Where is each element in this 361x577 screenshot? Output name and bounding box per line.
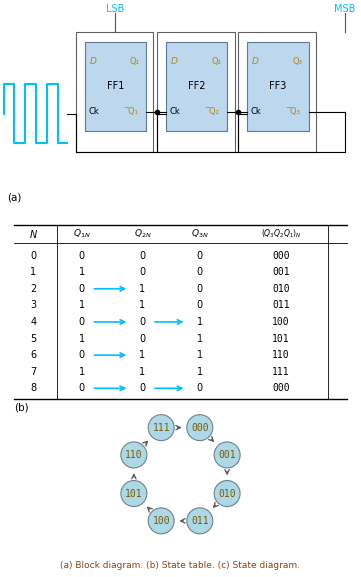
- Text: ̅Q₁: ̅Q₁: [128, 107, 138, 116]
- Text: 1: 1: [79, 301, 85, 310]
- Text: 110: 110: [272, 350, 290, 360]
- Text: $Q_{3N}$: $Q_{3N}$: [191, 227, 208, 240]
- Text: FF3: FF3: [269, 81, 287, 91]
- Text: 0: 0: [30, 250, 36, 261]
- Text: 0: 0: [79, 317, 85, 327]
- Text: FF1: FF1: [107, 81, 124, 91]
- Text: D: D: [90, 57, 96, 66]
- Circle shape: [148, 508, 174, 534]
- Text: 0: 0: [196, 383, 203, 394]
- Circle shape: [148, 415, 174, 441]
- Text: (a) Block diagram. (b) State table. (c) State diagram.: (a) Block diagram. (b) State table. (c) …: [61, 561, 300, 570]
- Text: 0: 0: [139, 334, 145, 343]
- Text: 1: 1: [196, 334, 203, 343]
- Bar: [85, 42, 146, 130]
- Bar: [157, 32, 235, 152]
- Text: 1: 1: [139, 284, 145, 294]
- Text: 001: 001: [218, 450, 236, 460]
- Bar: [238, 32, 316, 152]
- Text: 1: 1: [139, 301, 145, 310]
- Text: 000: 000: [191, 422, 209, 433]
- Text: 101: 101: [125, 489, 143, 499]
- Text: 8: 8: [30, 383, 36, 394]
- Text: 0: 0: [196, 267, 203, 277]
- Text: Q₂: Q₂: [211, 57, 221, 66]
- Text: Ck: Ck: [170, 107, 180, 116]
- Text: 1: 1: [79, 367, 85, 377]
- Text: 011: 011: [272, 301, 290, 310]
- Circle shape: [214, 481, 240, 507]
- Text: 010: 010: [218, 489, 236, 499]
- Text: 1: 1: [30, 267, 36, 277]
- Bar: [166, 42, 227, 130]
- Text: 5: 5: [30, 334, 36, 343]
- Text: 0: 0: [139, 267, 145, 277]
- Text: 1: 1: [196, 350, 203, 360]
- Text: 6: 6: [30, 350, 36, 360]
- Text: ̅Q₂: ̅Q₂: [209, 107, 219, 116]
- Text: FF2: FF2: [188, 81, 205, 91]
- Text: Ck: Ck: [88, 107, 99, 116]
- Text: 001: 001: [272, 267, 290, 277]
- Text: 1: 1: [139, 350, 145, 360]
- Text: 7: 7: [30, 367, 36, 377]
- Text: Ck: Ck: [251, 107, 262, 116]
- Text: 0: 0: [79, 284, 85, 294]
- Text: (a): (a): [7, 192, 22, 202]
- Text: D: D: [171, 57, 178, 66]
- Bar: [247, 42, 309, 130]
- Bar: [76, 32, 153, 152]
- Text: $Q_{2N}$: $Q_{2N}$: [134, 227, 151, 240]
- Circle shape: [187, 415, 213, 441]
- Text: 010: 010: [272, 284, 290, 294]
- Text: ̅Q₃: ̅Q₃: [291, 107, 300, 116]
- Circle shape: [187, 508, 213, 534]
- Text: 000: 000: [272, 383, 290, 394]
- Text: 111: 111: [152, 422, 170, 433]
- Text: (b): (b): [14, 403, 29, 413]
- Text: 100: 100: [152, 516, 170, 526]
- Text: 4: 4: [30, 317, 36, 327]
- Circle shape: [214, 442, 240, 468]
- Text: 1: 1: [79, 334, 85, 343]
- Text: 100: 100: [272, 317, 290, 327]
- Text: 011: 011: [191, 516, 209, 526]
- Text: 0: 0: [196, 284, 203, 294]
- Text: 0: 0: [139, 250, 145, 261]
- Text: 1: 1: [196, 317, 203, 327]
- Text: LSB: LSB: [106, 4, 124, 14]
- Text: 3: 3: [30, 301, 36, 310]
- Text: 1: 1: [79, 267, 85, 277]
- Text: 0: 0: [79, 350, 85, 360]
- Text: 000: 000: [272, 250, 290, 261]
- Text: 111: 111: [272, 367, 290, 377]
- Text: 110: 110: [125, 450, 143, 460]
- Text: 1: 1: [196, 367, 203, 377]
- Text: Q₃: Q₃: [292, 57, 302, 66]
- Text: 0: 0: [196, 301, 203, 310]
- Text: D: D: [252, 57, 259, 66]
- Text: 0: 0: [196, 250, 203, 261]
- Text: Q₁: Q₁: [130, 57, 140, 66]
- Text: 101: 101: [272, 334, 290, 343]
- Text: 0: 0: [79, 250, 85, 261]
- Text: $(Q_3Q_2Q_1)_N$: $(Q_3Q_2Q_1)_N$: [261, 227, 301, 240]
- Text: 2: 2: [30, 284, 36, 294]
- Text: 1: 1: [139, 367, 145, 377]
- Text: $Q_{1N}$: $Q_{1N}$: [73, 227, 91, 240]
- Circle shape: [121, 481, 147, 507]
- Circle shape: [121, 442, 147, 468]
- Text: MSB: MSB: [334, 4, 356, 14]
- Text: 0: 0: [79, 383, 85, 394]
- Text: $N$: $N$: [29, 228, 38, 240]
- Text: 0: 0: [139, 383, 145, 394]
- Text: 0: 0: [139, 317, 145, 327]
